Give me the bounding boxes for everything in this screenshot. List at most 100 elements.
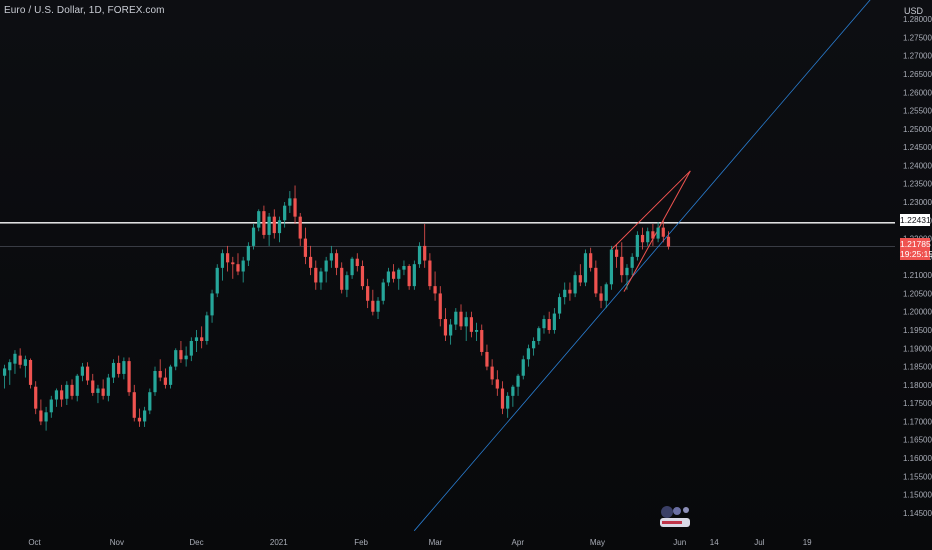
candle-body: [386, 271, 391, 283]
candle-body: [329, 253, 333, 261]
candle-body: [132, 392, 136, 418]
candle-body: [495, 379, 499, 389]
candle-body: [480, 330, 484, 352]
symbol-title: Euro / U.S. Dollar, 1D, FOREX.com: [4, 5, 165, 16]
wedge-upper-line: [610, 170, 691, 251]
candle-body: [433, 286, 437, 294]
countdown-timer: 19:25:15: [900, 249, 932, 259]
price-axis-tick-label: 1.26000: [903, 88, 932, 97]
candle-body: [179, 350, 183, 360]
candle-body: [506, 395, 510, 409]
candle-body: [345, 275, 349, 290]
candle-body: [148, 392, 152, 411]
price-axis-tick-label: 1.15500: [903, 472, 932, 481]
candle-body: [80, 366, 84, 376]
candle-body: [2, 368, 7, 376]
price-axis-tick-label: 1.16000: [903, 454, 932, 463]
time-axis-tick-label: Nov: [110, 538, 124, 547]
candle-body: [319, 271, 323, 283]
candle-body: [583, 253, 588, 283]
time-axis-tick-label: Feb: [354, 538, 368, 547]
candle-body: [360, 266, 365, 287]
price-axis-tick-label: 1.26500: [903, 70, 932, 79]
candle-body: [189, 340, 193, 356]
candle-body: [552, 313, 556, 331]
candle-body: [532, 340, 536, 349]
candle-body: [85, 366, 90, 381]
candle-body: [428, 260, 432, 287]
price-axis-tick-label: 1.18500: [903, 363, 932, 372]
candle-body: [651, 231, 655, 239]
candle-body: [661, 227, 665, 237]
watermark-badge-icon: [660, 506, 690, 527]
candle-body: [308, 256, 313, 268]
candle-body: [459, 311, 463, 327]
candle-body: [537, 328, 541, 341]
candle-body: [49, 399, 53, 413]
candle-body: [283, 205, 287, 221]
candle-body: [106, 377, 110, 396]
candle-body: [573, 275, 577, 294]
price-axis-tick-label: 1.18000: [903, 381, 932, 390]
candle-body: [231, 262, 235, 265]
candle-body: [589, 253, 593, 268]
candle-body: [272, 216, 276, 234]
candle-body: [13, 353, 17, 364]
candle-body: [324, 260, 328, 272]
candle-body: [490, 366, 494, 380]
candle-body: [101, 388, 105, 396]
price-axis-tick-label: 1.14500: [903, 509, 932, 518]
candle-body: [557, 297, 562, 314]
last-price-tag: 1.21785 19:25:15: [900, 238, 932, 260]
time-axis-tick-label: Dec: [189, 538, 203, 547]
candle-body: [241, 260, 245, 272]
candle-body: [137, 417, 142, 422]
candle-body: [288, 198, 292, 206]
time-axis-tick-label: 14: [710, 538, 719, 547]
candle-body: [350, 258, 354, 276]
candle-body: [521, 359, 525, 376]
candle-body: [640, 234, 645, 243]
candle-body: [205, 315, 209, 341]
candle-body: [630, 256, 634, 268]
candle-body: [599, 293, 603, 301]
candle-body: [366, 286, 370, 301]
candle-body: [96, 388, 100, 393]
candle-body: [438, 293, 442, 320]
price-axis-tick-label: 1.20500: [903, 289, 932, 298]
candle-body: [226, 253, 230, 263]
time-axis-tick-label: Oct: [28, 538, 41, 547]
candle-body: [474, 330, 479, 332]
candle-body: [500, 388, 505, 409]
candle-body: [656, 227, 660, 239]
time-axis-tick-label: Jul: [754, 538, 764, 547]
candle-body: [371, 300, 375, 312]
candle-body: [194, 337, 199, 341]
candle-body: [44, 412, 48, 422]
price-axis-tick-label: 1.17500: [903, 399, 932, 408]
candle-body: [563, 289, 567, 298]
candle-body: [355, 258, 359, 267]
time-axis-tick-label: Jun: [673, 538, 686, 547]
candle-body: [334, 253, 339, 268]
candle-body: [236, 264, 240, 272]
candle-body: [298, 216, 302, 239]
price-axis-tick-label: 1.20000: [903, 308, 932, 317]
candle-body: [65, 384, 69, 399]
candle-body: [620, 256, 624, 276]
candle-body: [376, 300, 380, 312]
candle-body: [526, 348, 531, 360]
candles-layer: [2, 185, 671, 431]
candle-body: [163, 377, 167, 385]
price-axis-tick-label: 1.16500: [903, 436, 932, 445]
price-axis-tick-label: 1.17000: [903, 417, 932, 426]
candle-body: [464, 317, 468, 327]
candle-body: [609, 249, 614, 285]
candle-body: [246, 245, 250, 261]
time-axis-tick-label: Mar: [429, 538, 443, 547]
candle-body: [594, 267, 598, 294]
